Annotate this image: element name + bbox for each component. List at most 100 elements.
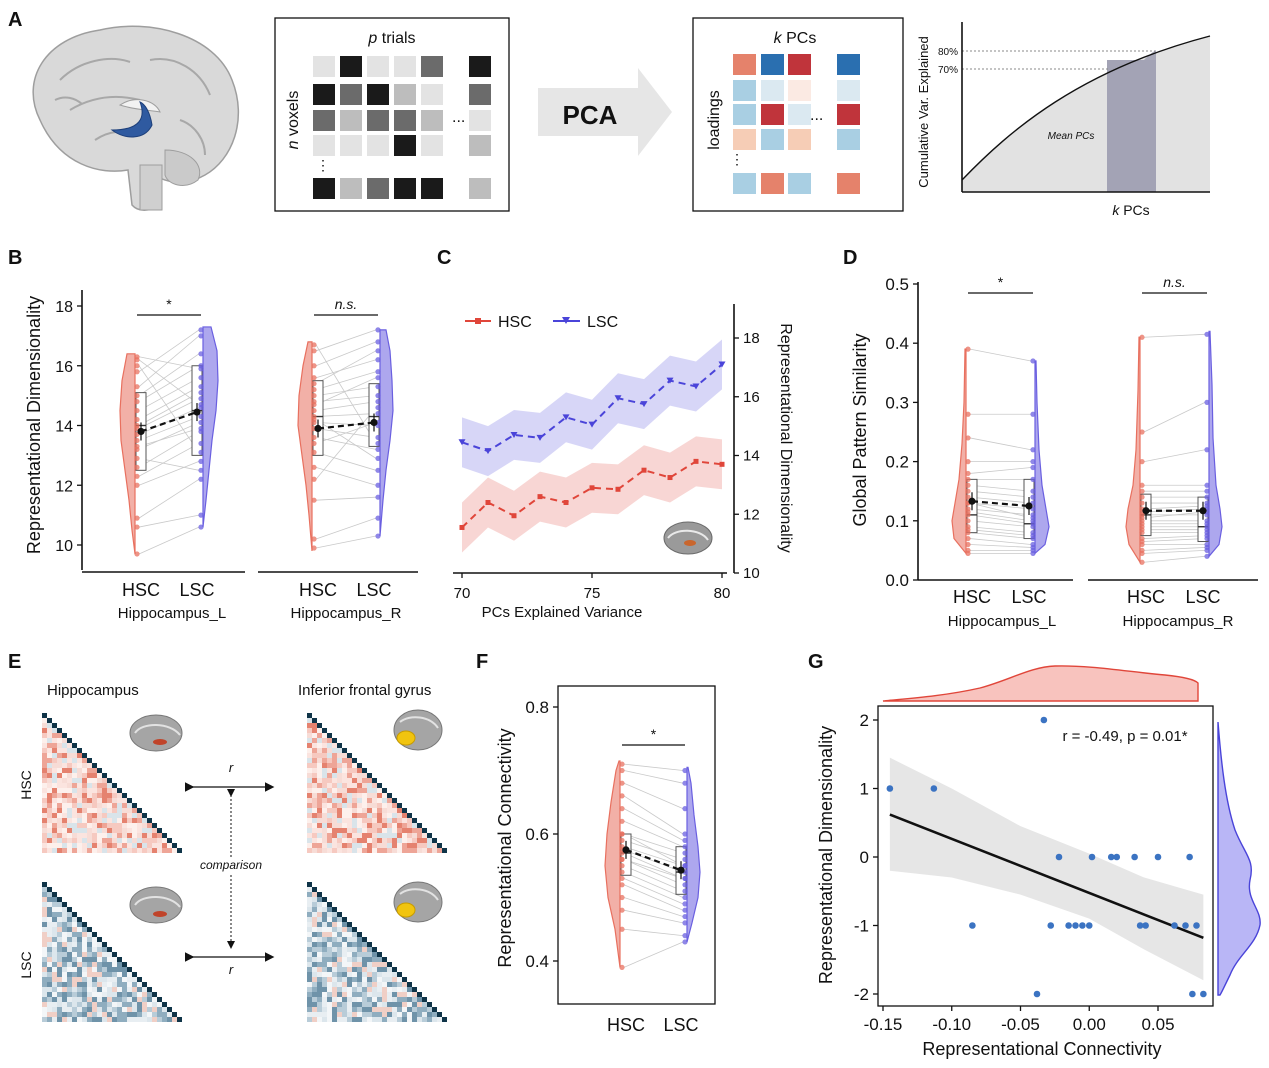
e-matrix-cell — [67, 1007, 72, 1012]
mean-point — [1142, 507, 1150, 515]
e-matrix-cell — [342, 1012, 347, 1017]
e-matrix-cell — [337, 992, 342, 997]
e-matrix-cell — [332, 922, 337, 927]
c-point-lsc — [536, 434, 544, 441]
e-matrix-cell — [87, 947, 92, 952]
e-matrix-cell — [412, 833, 417, 838]
e-matrix-cell — [327, 778, 332, 783]
e-matrix-cell — [317, 922, 322, 927]
e-matrix-cell — [337, 823, 342, 828]
e-matrix-cell — [172, 1012, 177, 1017]
e-matrix-cell — [62, 962, 67, 967]
e-matrix-cell — [352, 778, 357, 783]
e-matrix-cell — [342, 987, 347, 992]
e-matrix-cell — [307, 718, 312, 723]
e-matrix-cell — [117, 833, 122, 838]
e-matrix-cell — [52, 977, 57, 982]
point-lsc — [1204, 488, 1210, 494]
e-matrix-cell — [312, 813, 317, 818]
e-matrix-cell — [432, 843, 437, 848]
point-hsc — [619, 856, 625, 863]
paired-line — [623, 833, 684, 854]
e-matrix-cell — [67, 793, 72, 798]
e-matrix-cell — [82, 768, 87, 773]
e-matrix-cell — [57, 748, 62, 753]
paired-line — [623, 782, 684, 809]
e-matrix-cell — [42, 907, 47, 912]
g-point — [1055, 853, 1063, 861]
e-matrix-cell — [62, 803, 67, 808]
e-matrix-cell — [392, 828, 397, 833]
paired-line — [138, 353, 200, 396]
e-matrix-cell — [47, 743, 52, 748]
e-matrix-cell — [342, 997, 347, 1002]
e-matrix-cell — [342, 992, 347, 997]
e-matrix-cell — [77, 748, 82, 753]
e-matrix-cell — [402, 838, 407, 843]
paired-line — [623, 865, 684, 892]
e-matrix-cell — [117, 1007, 122, 1012]
e-matrix-cell — [382, 823, 387, 828]
e-matrix-cell — [387, 823, 392, 828]
e-matrix-cell — [407, 982, 412, 987]
e-matrix-cell — [332, 768, 337, 773]
e-matrix-cell — [312, 907, 317, 912]
e-matrix-cell — [117, 823, 122, 828]
e-matrix-cell — [342, 813, 347, 818]
e-matrix-cell — [352, 952, 357, 957]
e-matrix-cell — [42, 843, 47, 848]
e-matrix-cell — [407, 1007, 412, 1012]
e-matrix-cell — [307, 992, 312, 997]
e-matrix-cell — [132, 992, 137, 997]
e-matrix-cell — [347, 833, 352, 838]
point-hsc — [134, 399, 140, 405]
f-y-tick-label: 0.6 — [525, 825, 549, 844]
e-matrix-cell — [52, 828, 57, 833]
e-matrix-cell — [47, 843, 52, 848]
e-matrix-cell — [307, 897, 312, 902]
e-matrix-cell — [47, 808, 52, 813]
e-matrix-cell — [52, 848, 57, 853]
e-matrix-cell — [42, 982, 47, 987]
e-matrix-cell — [82, 1007, 87, 1012]
e-matrix-cell — [77, 803, 82, 808]
e-matrix-cell — [362, 783, 367, 788]
e-matrix-cell — [327, 828, 332, 833]
point-lsc — [682, 920, 688, 926]
e-matrix-cell — [52, 987, 57, 992]
c-ylabel: Representational Dimensionality — [777, 323, 794, 552]
e-matrix-cell — [67, 987, 72, 992]
e-matrix-cell — [57, 907, 62, 912]
e-matrix-cell — [77, 783, 82, 788]
e-matrix-cell — [72, 793, 77, 798]
point-hsc — [134, 464, 140, 470]
e-matrix-cell — [102, 783, 107, 788]
e-matrix-cell — [82, 932, 87, 937]
e-matrix-cell — [352, 843, 357, 848]
e-matrix-cell — [97, 823, 102, 828]
violin-lsc — [1034, 360, 1050, 555]
e-matrix-cell — [57, 803, 62, 808]
point-hsc — [1139, 515, 1145, 521]
e-matrix-cell — [102, 838, 107, 843]
e-matrix-cell — [112, 823, 117, 828]
e-matrix-cell — [87, 803, 92, 808]
e-matrix-cell — [317, 1012, 322, 1017]
e-matrix-cell — [402, 848, 407, 853]
e-matrix-cell — [102, 788, 107, 793]
e-matrix-cell — [82, 808, 87, 813]
e-matrix-cell — [322, 838, 327, 843]
e-matrix-cell — [92, 813, 97, 818]
point-hsc — [619, 806, 625, 812]
paired-line — [1143, 402, 1206, 433]
g-point — [1113, 853, 1121, 861]
e-matrix-cell — [92, 773, 97, 778]
e-matrix-cell — [122, 1017, 127, 1022]
point-hsc — [134, 443, 140, 450]
e-matrix-cell — [387, 992, 392, 997]
e-matrix-cell — [137, 848, 142, 853]
e-matrix-cell — [107, 957, 112, 962]
e-matrix-cell — [102, 1002, 107, 1007]
e-matrix-cell — [62, 917, 67, 922]
